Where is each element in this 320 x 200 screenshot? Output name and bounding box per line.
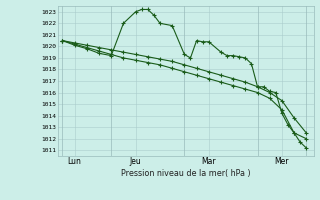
X-axis label: Pression niveau de la mer( hPa ): Pression niveau de la mer( hPa ) [121, 169, 251, 178]
